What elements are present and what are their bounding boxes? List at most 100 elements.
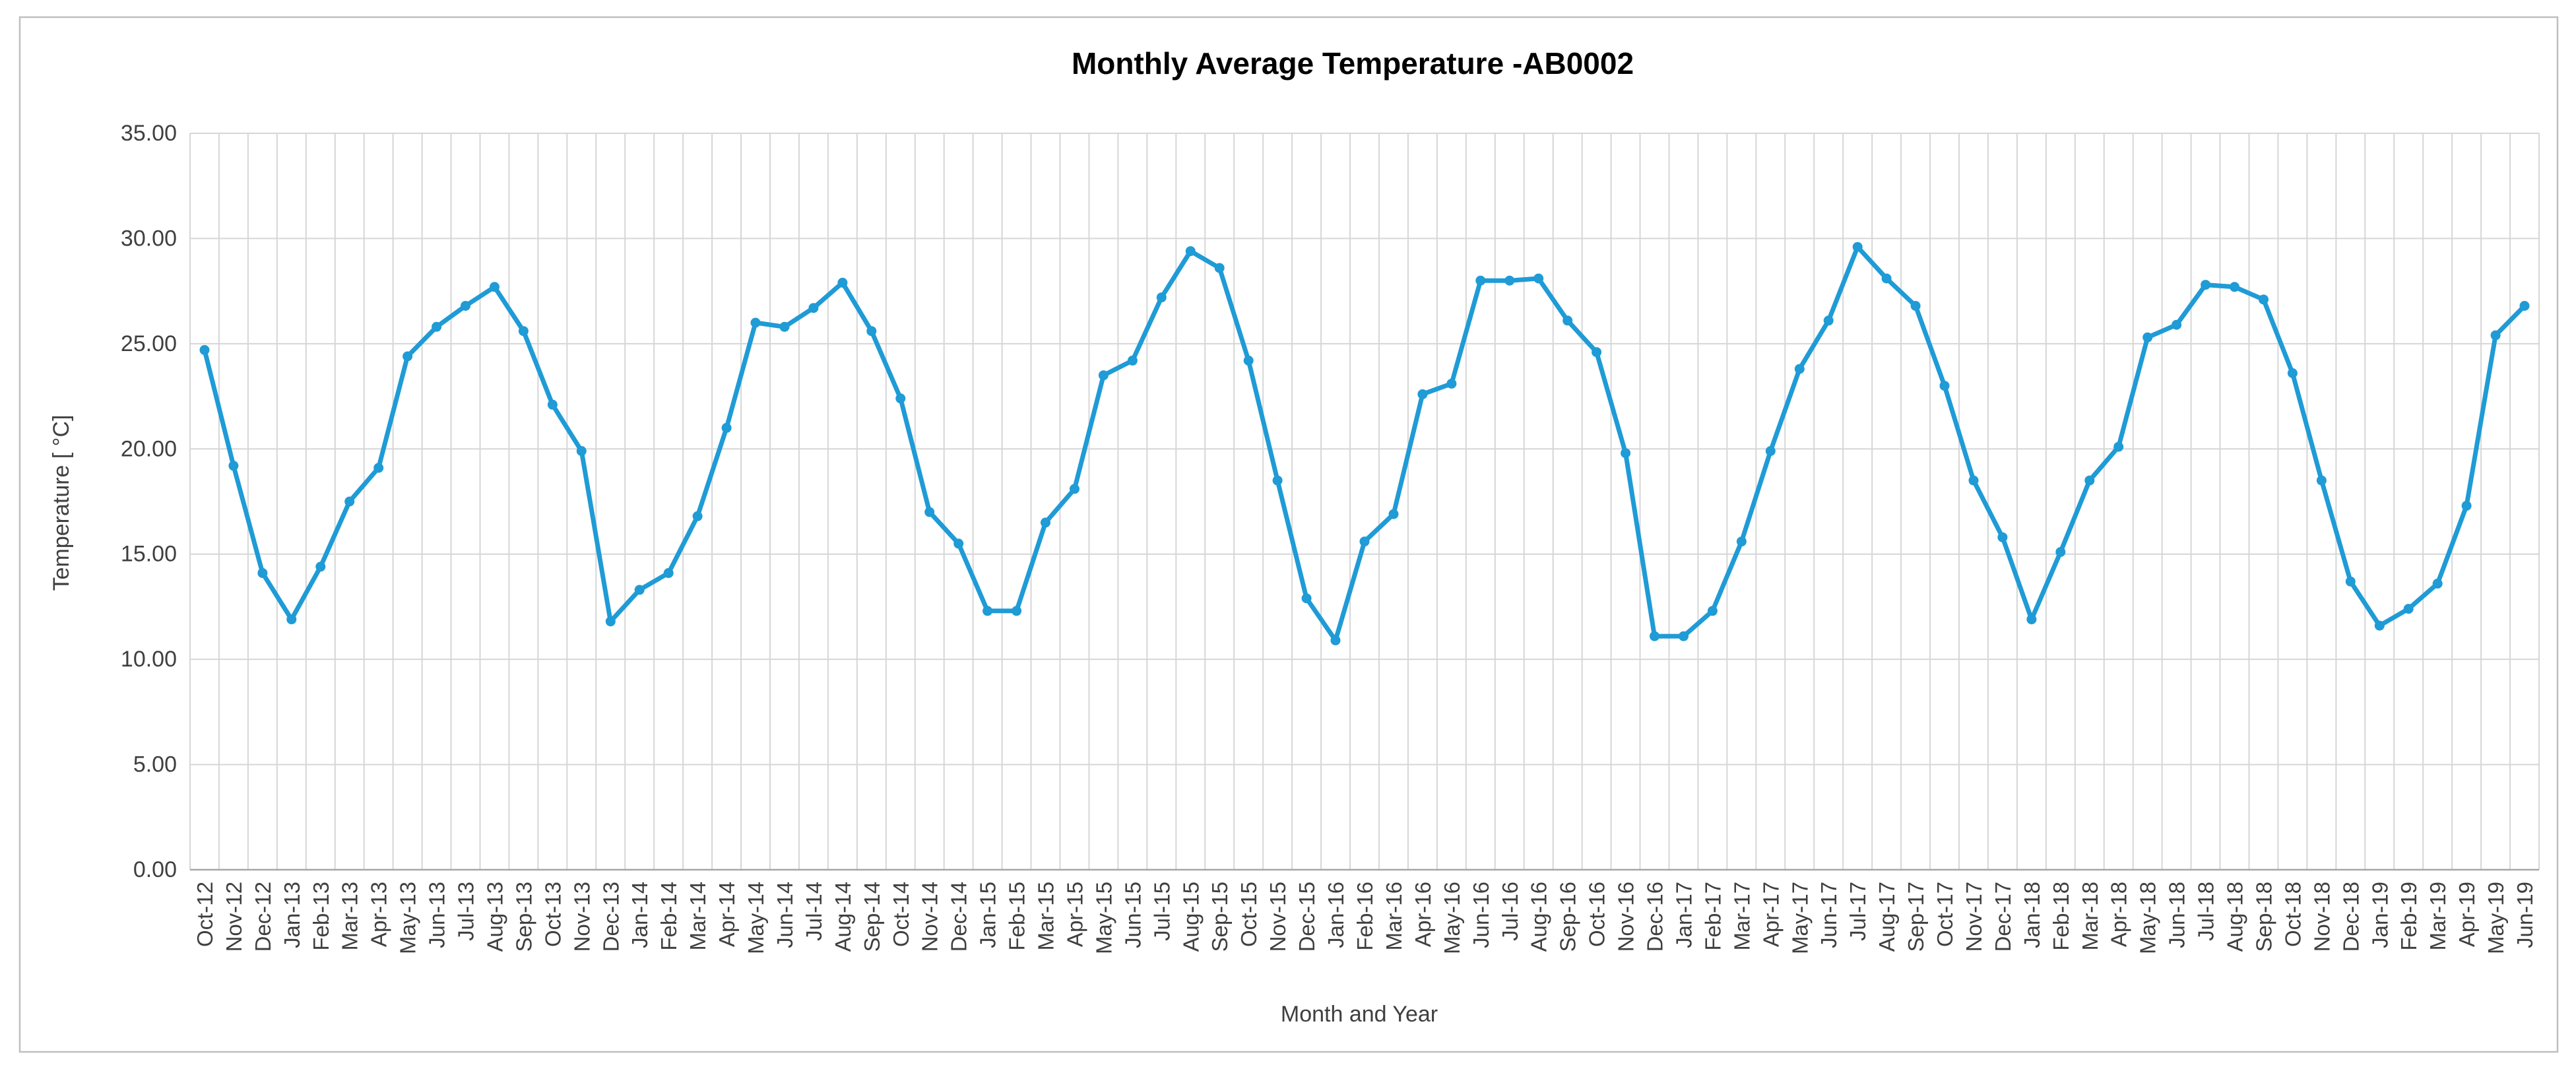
data-point[interactable] — [1650, 631, 1659, 641]
data-point[interactable] — [982, 606, 993, 616]
data-point[interactable] — [490, 282, 499, 292]
data-point[interactable] — [315, 562, 326, 572]
data-point[interactable] — [432, 321, 442, 332]
data-point[interactable] — [2287, 368, 2298, 378]
x-tick-label: Sep-13 — [511, 882, 536, 952]
data-point[interactable] — [866, 326, 877, 337]
data-point[interactable] — [2055, 547, 2066, 557]
data-point[interactable] — [1475, 275, 1486, 286]
data-point[interactable] — [2490, 330, 2501, 341]
data-point[interactable] — [402, 351, 413, 362]
data-point[interactable] — [199, 344, 210, 355]
temperature-series[interactable] — [199, 242, 2530, 645]
data-point[interactable] — [1736, 536, 1747, 547]
x-tick-label: Oct-18 — [2280, 882, 2305, 947]
data-point[interactable] — [1679, 631, 1689, 641]
data-point[interactable] — [2403, 604, 2414, 614]
x-tick-label: Mar-18 — [2078, 882, 2102, 951]
data-point[interactable] — [1156, 292, 1167, 303]
x-tick-label: Jul-16 — [1498, 882, 1522, 941]
data-point[interactable] — [1330, 635, 1341, 645]
data-point[interactable] — [1939, 381, 1950, 391]
x-tick-label: Jul-17 — [1846, 882, 1870, 941]
data-point[interactable] — [1621, 448, 1631, 459]
x-tick-label: Jun-19 — [2513, 882, 2537, 948]
data-point[interactable] — [1243, 355, 1254, 366]
data-point[interactable] — [1562, 315, 1573, 326]
data-point[interactable] — [1533, 273, 1544, 284]
data-point[interactable] — [286, 614, 297, 625]
data-point[interactable] — [2201, 280, 2211, 290]
data-point[interactable] — [2259, 294, 2269, 305]
data-point[interactable] — [1794, 364, 1805, 374]
data-point[interactable] — [1098, 370, 1109, 381]
data-point[interactable] — [721, 422, 732, 433]
data-point[interactable] — [1012, 606, 1022, 616]
data-point[interactable] — [547, 399, 558, 410]
data-point[interactable] — [1823, 315, 1834, 326]
data-point[interactable] — [1707, 606, 1718, 616]
data-point[interactable] — [1070, 484, 1079, 494]
data-point[interactable] — [461, 301, 470, 311]
data-point[interactable] — [1968, 475, 1979, 486]
x-tick-label: Nov-18 — [2309, 882, 2334, 952]
x-tick-label: Mar-16 — [1382, 882, 1406, 951]
data-point[interactable] — [2461, 500, 2472, 511]
data-point[interactable] — [1388, 509, 1399, 519]
data-point[interactable] — [344, 496, 355, 507]
data-point[interactable] — [2230, 282, 2239, 292]
x-tick-label: Mar-17 — [1729, 882, 1754, 951]
data-point[interactable] — [2026, 614, 2037, 625]
data-point[interactable] — [2374, 620, 2385, 631]
data-point[interactable] — [2084, 475, 2095, 486]
data-point[interactable] — [2316, 475, 2327, 486]
data-point[interactable] — [373, 463, 384, 473]
data-point[interactable] — [895, 393, 906, 404]
data-point[interactable] — [2142, 332, 2153, 342]
data-point[interactable] — [1592, 347, 1602, 358]
data-point[interactable] — [1910, 301, 1921, 311]
data-point[interactable] — [1997, 532, 2008, 542]
data-point[interactable] — [1301, 593, 1312, 604]
x-tick-label: Mar-13 — [338, 882, 362, 951]
data-point[interactable] — [2345, 576, 2356, 587]
data-point[interactable] — [692, 511, 703, 521]
data-point[interactable] — [1417, 389, 1428, 399]
data-point[interactable] — [605, 616, 616, 627]
data-point[interactable] — [576, 446, 587, 456]
data-point[interactable] — [518, 326, 529, 337]
data-point[interactable] — [1881, 273, 1892, 284]
data-point[interactable] — [2432, 578, 2443, 589]
data-point[interactable] — [2519, 301, 2530, 311]
data-point[interactable] — [808, 303, 819, 313]
data-point[interactable] — [634, 585, 645, 595]
data-point[interactable] — [1852, 242, 1863, 252]
data-point[interactable] — [2113, 441, 2124, 452]
x-tick-label: Oct-16 — [1585, 882, 1609, 947]
data-point[interactable] — [1504, 275, 1515, 286]
data-point[interactable] — [2172, 319, 2182, 330]
x-tick-label: May-15 — [1091, 882, 1116, 954]
data-point[interactable] — [1214, 263, 1225, 273]
data-point[interactable] — [1041, 517, 1050, 528]
x-tick-label: Feb-18 — [2049, 882, 2073, 951]
data-point[interactable] — [1185, 246, 1196, 257]
x-tick-label: Nov-14 — [918, 882, 942, 952]
data-point[interactable] — [228, 461, 239, 471]
data-point[interactable] — [750, 317, 761, 328]
data-point[interactable] — [779, 321, 790, 332]
data-point[interactable] — [1765, 446, 1776, 456]
data-point[interactable] — [953, 538, 964, 549]
x-tick-label: Jun-17 — [1817, 882, 1841, 948]
data-point[interactable] — [1127, 355, 1138, 366]
data-point[interactable] — [924, 507, 935, 517]
data-point[interactable] — [663, 568, 674, 578]
data-point[interactable] — [1272, 475, 1283, 486]
data-point[interactable] — [1359, 536, 1370, 547]
x-tick-label: Jan-14 — [628, 882, 652, 948]
x-axis-title: Month and Year — [1281, 1002, 1438, 1027]
data-point[interactable] — [1446, 378, 1457, 389]
data-point[interactable] — [257, 568, 268, 578]
data-point[interactable] — [837, 277, 848, 288]
